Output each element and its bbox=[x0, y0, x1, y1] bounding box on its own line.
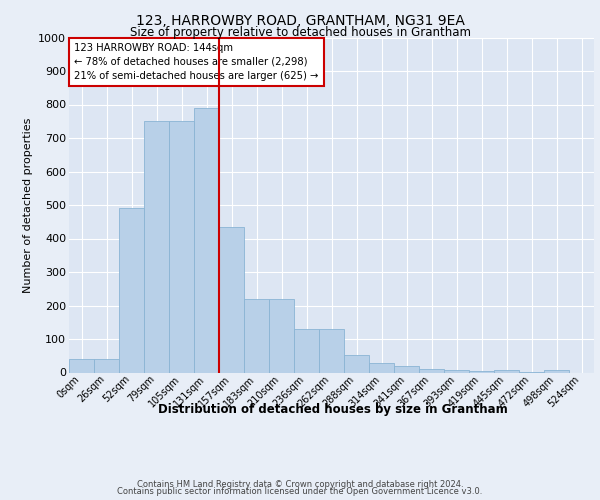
Bar bbox=[445, 370, 469, 372]
Bar bbox=[119, 208, 143, 372]
Text: Distribution of detached houses by size in Grantham: Distribution of detached houses by size … bbox=[158, 402, 508, 415]
Bar bbox=[269, 299, 293, 372]
Bar bbox=[244, 299, 269, 372]
Bar bbox=[94, 359, 119, 372]
Bar bbox=[194, 108, 218, 372]
Text: Contains public sector information licensed under the Open Government Licence v3: Contains public sector information licen… bbox=[118, 488, 482, 496]
Bar bbox=[394, 366, 419, 372]
Text: Contains HM Land Registry data © Crown copyright and database right 2024.: Contains HM Land Registry data © Crown c… bbox=[137, 480, 463, 489]
Text: 123 HARROWBY ROAD: 144sqm
← 78% of detached houses are smaller (2,298)
21% of se: 123 HARROWBY ROAD: 144sqm ← 78% of detac… bbox=[74, 42, 319, 80]
Bar bbox=[370, 363, 394, 372]
Text: 123, HARROWBY ROAD, GRANTHAM, NG31 9EA: 123, HARROWBY ROAD, GRANTHAM, NG31 9EA bbox=[136, 14, 464, 28]
Bar bbox=[344, 355, 368, 372]
Text: Size of property relative to detached houses in Grantham: Size of property relative to detached ho… bbox=[130, 26, 470, 39]
Bar bbox=[169, 121, 194, 372]
Bar bbox=[544, 370, 569, 372]
Bar bbox=[494, 370, 518, 372]
Bar bbox=[319, 329, 344, 372]
Bar bbox=[145, 121, 169, 372]
Bar bbox=[220, 227, 244, 372]
Bar bbox=[295, 329, 319, 372]
Bar bbox=[469, 371, 494, 372]
Bar bbox=[419, 369, 443, 372]
Bar bbox=[70, 359, 94, 372]
Y-axis label: Number of detached properties: Number of detached properties bbox=[23, 118, 32, 292]
